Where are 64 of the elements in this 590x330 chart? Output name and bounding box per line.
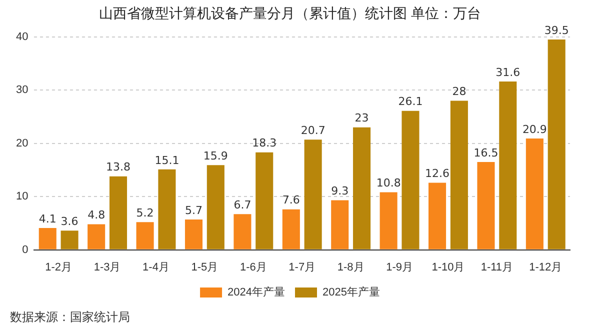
bar bbox=[428, 182, 446, 250]
x-tick-label: 1-4月 bbox=[142, 261, 170, 274]
y-tick-label: 40 bbox=[16, 30, 28, 43]
data-label: 13.8 bbox=[106, 160, 131, 174]
bar bbox=[234, 214, 252, 250]
data-label: 5.7 bbox=[184, 204, 202, 217]
legend-label: 2024年产量 bbox=[228, 286, 286, 299]
y-tick-label: 0 bbox=[22, 244, 28, 256]
x-tick-label: 1-2月 bbox=[45, 261, 72, 274]
data-label: 23 bbox=[354, 112, 369, 125]
y-tick-label: 10 bbox=[16, 190, 28, 203]
x-tick-label: 1-3月 bbox=[94, 261, 121, 274]
bar bbox=[60, 230, 78, 250]
bar bbox=[256, 152, 274, 250]
bar bbox=[402, 110, 420, 250]
bar bbox=[450, 100, 468, 250]
bar bbox=[304, 140, 322, 250]
data-label: 28 bbox=[452, 85, 466, 98]
bar bbox=[331, 200, 349, 250]
data-label: 4.8 bbox=[88, 208, 106, 222]
data-label: 15.9 bbox=[203, 149, 228, 162]
data-label: 3.6 bbox=[60, 214, 78, 228]
bar bbox=[184, 219, 203, 250]
bar bbox=[526, 138, 544, 250]
x-tick-label: 1-7月 bbox=[288, 261, 316, 274]
data-label: 10.8 bbox=[376, 176, 401, 190]
data-label: 9.3 bbox=[331, 184, 349, 198]
x-tick-label: 1-12月 bbox=[529, 261, 562, 274]
data-label: 39.5 bbox=[544, 24, 569, 37]
data-label: 26.1 bbox=[398, 95, 423, 108]
bar bbox=[88, 224, 106, 250]
data-label: 4.1 bbox=[38, 212, 56, 226]
bar bbox=[548, 39, 566, 250]
x-tick-label: 1-9月 bbox=[386, 261, 413, 274]
bar bbox=[136, 222, 154, 250]
bar bbox=[109, 176, 128, 250]
data-label: 31.6 bbox=[496, 66, 520, 79]
legend-label: 2025年产量 bbox=[322, 286, 380, 299]
data-label: 20.7 bbox=[300, 124, 326, 137]
data-label: 6.7 bbox=[234, 198, 252, 212]
y-tick-label: 20 bbox=[16, 137, 28, 150]
bar bbox=[499, 82, 517, 250]
chart-title: 山西省微型计算机设备产量分月（累计值）统计图 单位：万台 bbox=[98, 6, 482, 22]
x-tick-label: 1-5月 bbox=[191, 261, 218, 274]
data-label: 18.3 bbox=[252, 136, 277, 150]
x-tick-label: 1-8月 bbox=[337, 261, 364, 274]
data-label: 16.5 bbox=[474, 146, 498, 160]
data-label: 20.9 bbox=[522, 122, 547, 136]
x-tick-label: 1-11月 bbox=[480, 261, 514, 274]
bar bbox=[158, 169, 176, 250]
data-label: 15.1 bbox=[154, 154, 180, 167]
x-tick-label: 1-6月 bbox=[240, 261, 267, 274]
data-label: 5.2 bbox=[136, 206, 154, 220]
source-note: 数据来源：国家统计局 bbox=[10, 309, 130, 326]
bar bbox=[353, 127, 371, 250]
bar bbox=[38, 228, 56, 250]
x-tick-label: 1-10月 bbox=[432, 261, 465, 274]
data-label: 7.6 bbox=[282, 194, 300, 207]
bar bbox=[282, 209, 300, 250]
bar bbox=[477, 162, 495, 250]
bar bbox=[206, 165, 224, 250]
bar bbox=[380, 192, 398, 250]
y-tick-label: 30 bbox=[16, 84, 28, 96]
data-label: 12.6 bbox=[425, 167, 450, 180]
